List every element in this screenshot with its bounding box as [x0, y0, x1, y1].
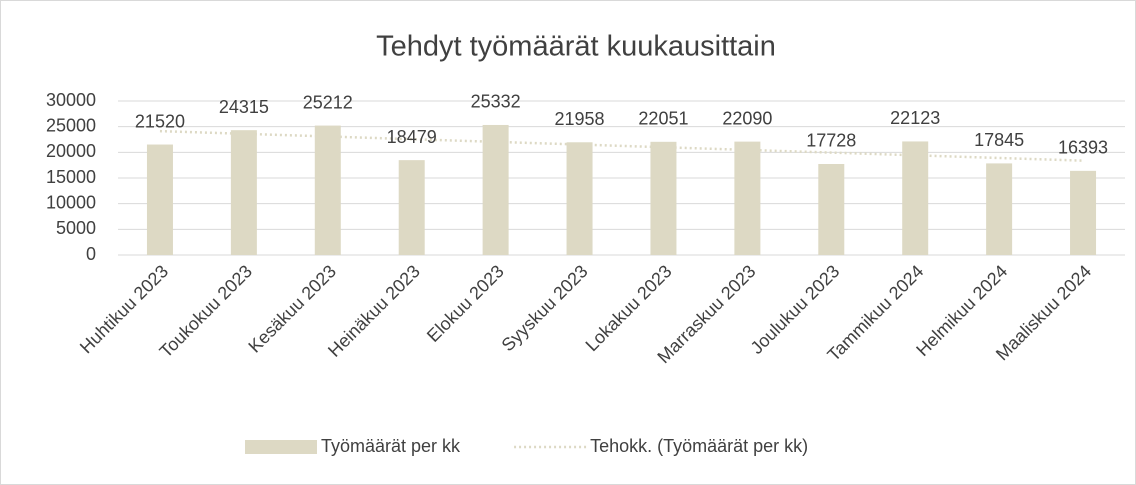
bar [1070, 170, 1097, 255]
chart-title: Tehdyt työmäärät kuukausittain [376, 31, 776, 63]
data-label: 24315 [219, 97, 269, 117]
y-tick-label: 10000 [46, 192, 96, 212]
data-label: 22123 [890, 108, 940, 128]
data-label: 22090 [722, 108, 772, 128]
bar [902, 141, 929, 255]
data-label: 25332 [471, 92, 521, 112]
bar [818, 163, 845, 255]
data-label: 25212 [303, 92, 353, 112]
legend-label: Tehokk. (Työmäärät per kk) [590, 436, 808, 456]
bar [314, 125, 341, 255]
data-label: 22051 [638, 109, 688, 129]
bar [650, 141, 677, 255]
data-label: 17728 [806, 131, 856, 151]
y-tick-label: 25000 [46, 115, 96, 135]
y-tick-label: 0 [86, 244, 96, 264]
bar [734, 141, 761, 255]
data-label: 16393 [1058, 138, 1108, 158]
bar [230, 130, 257, 255]
bar [566, 142, 593, 255]
data-label: 21958 [555, 109, 605, 129]
y-tick-label: 30000 [46, 90, 96, 110]
bar [986, 163, 1013, 255]
y-tick-label: 5000 [56, 218, 96, 238]
data-label: 21520 [135, 111, 185, 131]
legend-swatch [245, 440, 317, 454]
bar [146, 144, 173, 255]
legend-label: Työmäärät per kk [321, 436, 461, 456]
bar [398, 160, 425, 255]
y-tick-label: 15000 [46, 167, 96, 187]
data-label: 17845 [974, 130, 1024, 150]
y-tick-label: 20000 [46, 141, 96, 161]
bar [482, 124, 509, 255]
trendline [159, 129, 1084, 162]
data-label: 18479 [387, 127, 437, 147]
